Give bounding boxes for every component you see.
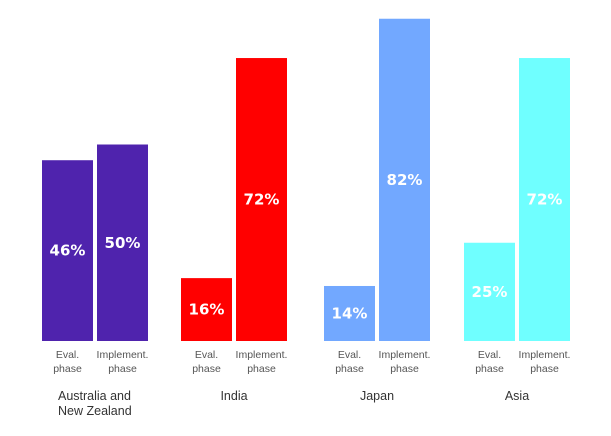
phase-label: Implement.: [97, 349, 149, 361]
bar-eval-0: [42, 160, 93, 341]
data-label: 16%: [189, 301, 225, 319]
data-label: 72%: [244, 191, 280, 209]
data-label: 82%: [387, 171, 423, 189]
phase-label: phase: [530, 363, 559, 375]
phase-label: Eval.: [56, 349, 79, 361]
bar-implement-2: [379, 18, 430, 342]
category-label: New Zealand: [58, 404, 132, 418]
phase-label: Eval.: [195, 349, 218, 361]
phase-label: Implement.: [379, 349, 431, 361]
category-label: India: [220, 389, 247, 403]
bar-implement-3: [519, 58, 570, 341]
category-label: Japan: [360, 389, 394, 403]
bar-implement-1: [236, 58, 287, 341]
phase-label: phase: [335, 363, 364, 375]
phase-label: phase: [475, 363, 504, 375]
phase-label: phase: [390, 363, 419, 375]
phase-label: phase: [53, 363, 82, 375]
phase-label: phase: [192, 363, 221, 375]
phase-label: Eval.: [478, 349, 501, 361]
phase-label: Implement.: [519, 349, 571, 361]
category-label: Asia: [505, 389, 529, 403]
bar-implement-0: [97, 144, 148, 341]
data-label: 14%: [332, 304, 368, 322]
data-label: 46%: [50, 242, 86, 260]
phase-label: phase: [108, 363, 137, 375]
data-label: 50%: [105, 234, 141, 252]
phase-label: phase: [247, 363, 276, 375]
bar-eval-3: [464, 242, 515, 341]
data-label: 72%: [527, 191, 563, 209]
data-label: 25%: [472, 283, 508, 301]
bar-eval-2: [324, 285, 375, 341]
category-label: Australia and: [58, 389, 131, 403]
phase-label: Implement.: [236, 349, 288, 361]
phase-label: Eval.: [338, 349, 361, 361]
bar-eval-1: [181, 278, 232, 341]
